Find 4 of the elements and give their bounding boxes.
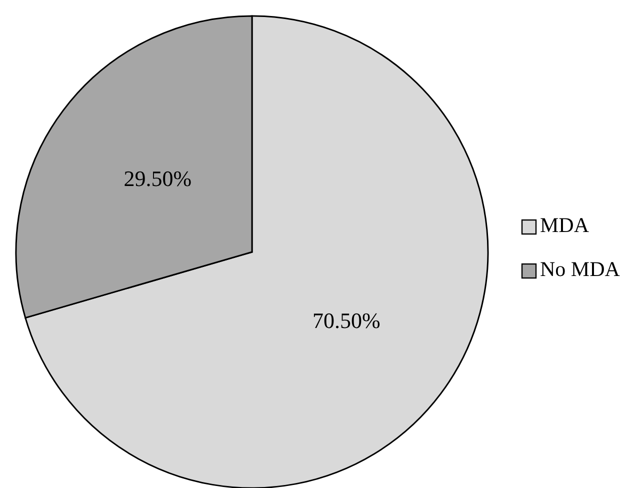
legend-label: No MDA	[540, 256, 621, 281]
legend-label: MDA	[540, 212, 590, 237]
data-label: 29.50%	[124, 166, 192, 192]
data-label: 70.50%	[312, 308, 380, 333]
